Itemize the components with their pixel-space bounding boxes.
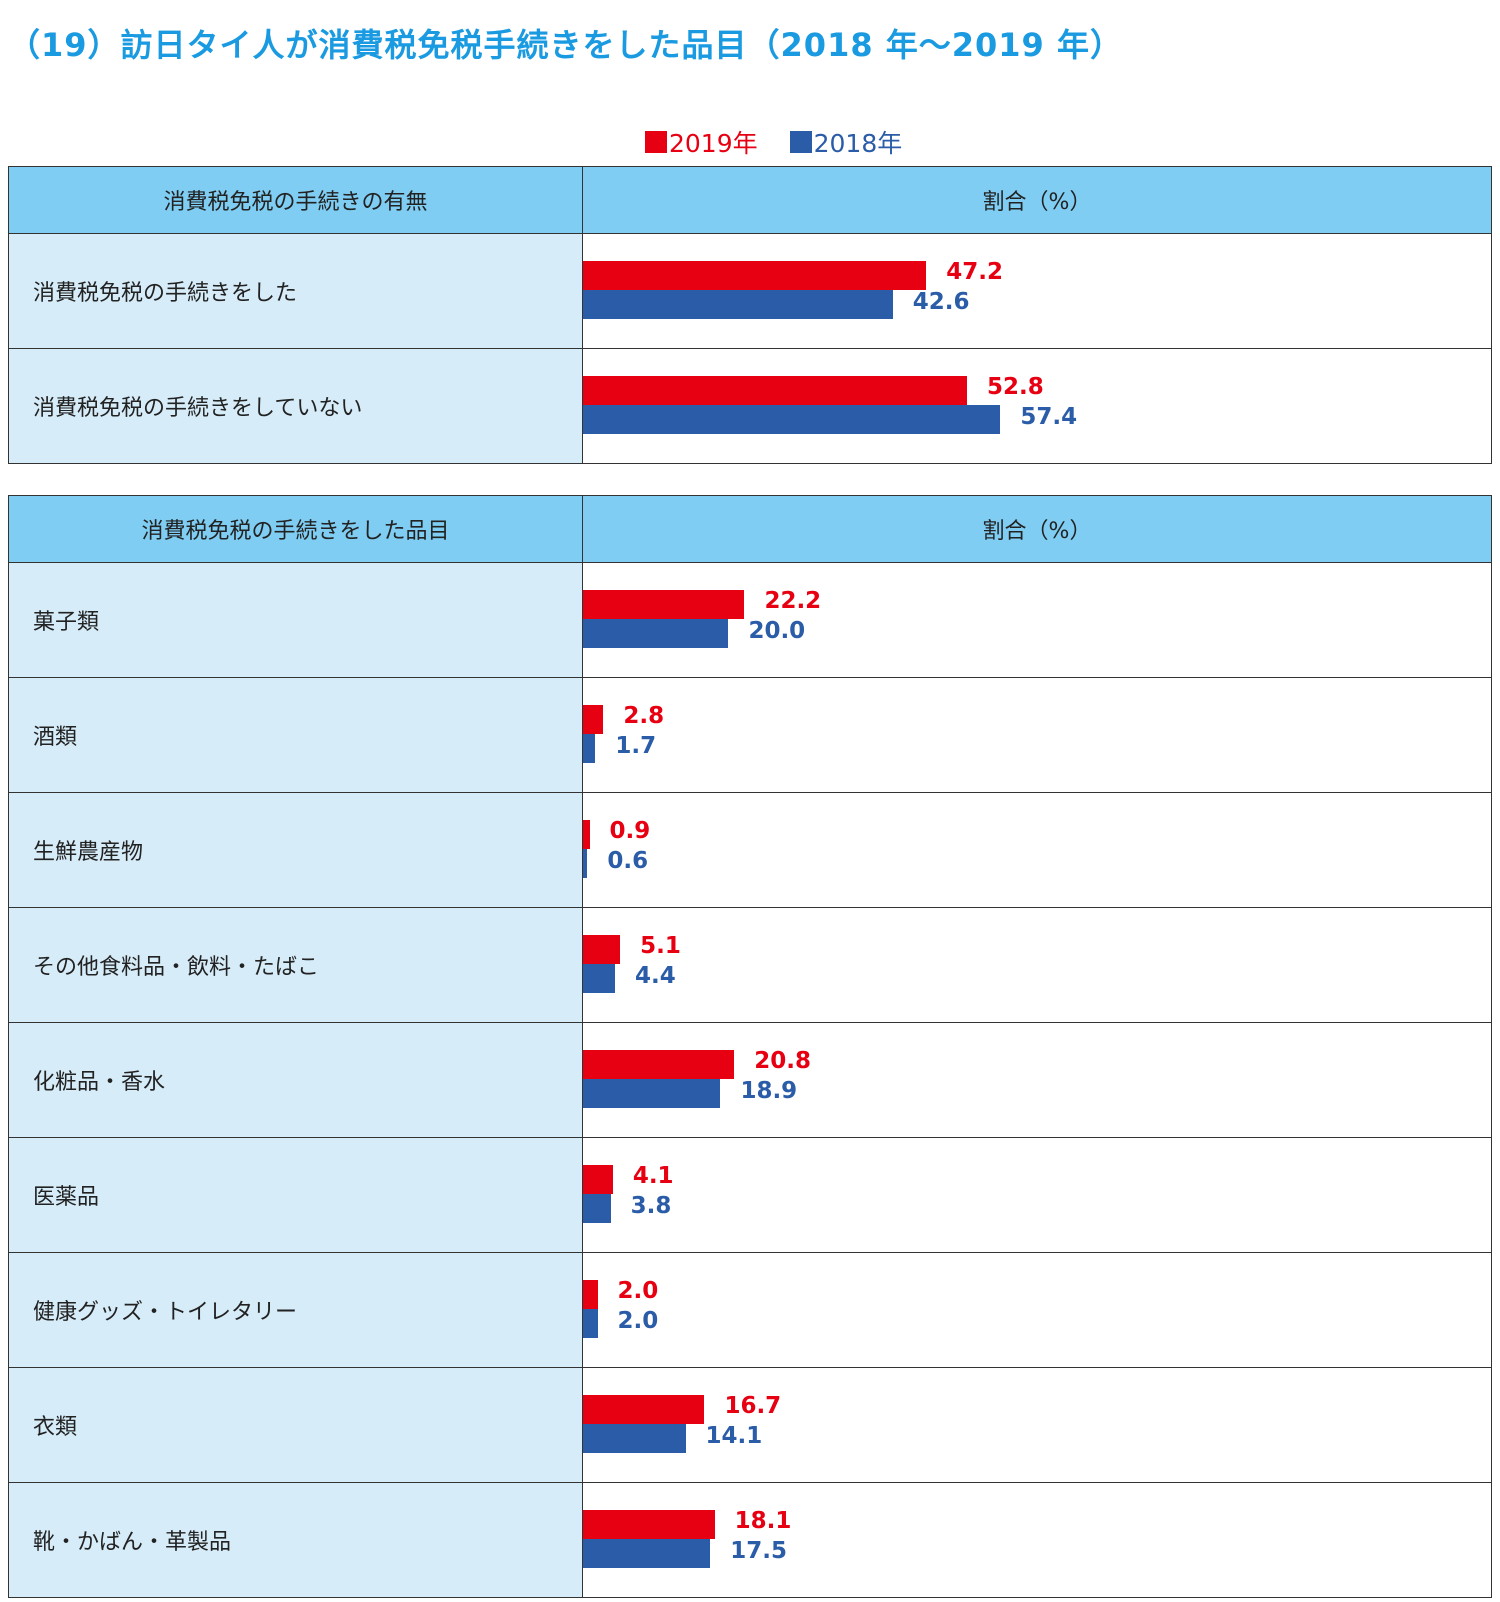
- table-header: 消費税免税の手続きをした品目 割合（%）: [9, 496, 1491, 562]
- table-row: 化粧品・香水 20.8 18.9: [9, 1022, 1491, 1137]
- header-right: 割合（%）: [583, 496, 1491, 562]
- data-label-2018年: 14.1: [705, 1423, 763, 1449]
- bar-2019年: [583, 705, 604, 734]
- data-label-2019年: 47.2: [946, 259, 1003, 285]
- bar-2018年: [583, 1079, 721, 1108]
- bar-2018年: [583, 734, 596, 763]
- bar-2019年: [583, 1395, 705, 1424]
- bar-cell: 20.8 18.9: [583, 1023, 1491, 1137]
- legend: 2019年 2018年: [645, 124, 934, 160]
- legend-swatch-2018: [789, 131, 812, 153]
- data-label-2018年: 1.7: [615, 733, 657, 759]
- table-row: 健康グッズ・トイレタリー 2.0 2.0: [9, 1252, 1491, 1367]
- legend-label-2018: 2018年: [813, 129, 903, 158]
- bar-2019年: [583, 376, 967, 405]
- data-label-2018年: 18.9: [740, 1078, 798, 1104]
- category-label: 酒類: [9, 678, 583, 792]
- header-left: 消費税免税の手続きをした品目: [9, 496, 583, 562]
- bar-2019年: [583, 1050, 735, 1079]
- data-label-2018年: 4.4: [634, 963, 676, 989]
- data-label-2018年: 0.6: [607, 848, 649, 874]
- category-label: 生鮮農産物: [9, 793, 583, 907]
- bar-2019年: [583, 820, 590, 849]
- data-label-2019年: 16.7: [724, 1393, 782, 1419]
- data-label-2018年: 57.4: [1020, 404, 1078, 430]
- bar-cell: 18.1 17.5: [583, 1483, 1491, 1597]
- category-label: 医薬品: [9, 1138, 583, 1252]
- bar-2019年: [583, 1280, 598, 1309]
- bar-cell: 4.1 3.8: [583, 1138, 1491, 1252]
- header-left: 消費税免税の手続きの有無: [9, 167, 583, 233]
- data-label-2019年: 4.1: [632, 1163, 674, 1189]
- bar-2019年: [583, 935, 621, 964]
- bar-2019年: [583, 1510, 715, 1539]
- table-row: その他食料品・飲料・たばこ 5.1 4.4: [9, 907, 1491, 1022]
- data-label-2018年: 20.0: [748, 618, 806, 644]
- data-label-2018年: 2.0: [617, 1308, 659, 1334]
- bar-cell: 22.2 20.0: [583, 563, 1491, 677]
- header-right: 割合（%）: [583, 167, 1491, 233]
- bar-2018年: [583, 1194, 611, 1223]
- category-label: その他食料品・飲料・たばこ: [9, 908, 583, 1022]
- legend-label-2019: 2019年: [669, 129, 758, 158]
- bar-2018年: [583, 1539, 711, 1568]
- data-label-2018年: 17.5: [730, 1538, 787, 1564]
- bar-cell: 2.0 2.0: [583, 1253, 1491, 1367]
- table-row: 酒類 2.8 1.7: [9, 677, 1491, 792]
- bar-2019年: [583, 590, 745, 619]
- page-title: （19）訪日タイ人が消費税免税手続きをした品目（2018 年～2019 年）: [8, 26, 1123, 64]
- table-tax-procedure: 消費税免税の手続きの有無 割合（%） 消費税免税の手続きをした 47.2 42.6 消…: [8, 166, 1492, 464]
- table-header: 消費税免税の手続きの有無 割合（%）: [9, 167, 1491, 233]
- data-label-2019年: 52.8: [986, 374, 1044, 400]
- bar-cell: 2.8 1.7: [583, 678, 1491, 792]
- bar-2018年: [583, 405, 1001, 434]
- bar-2018年: [583, 290, 893, 319]
- data-label-2018年: 3.8: [630, 1193, 672, 1219]
- table-row: 消費税免税の手続きをした 47.2 42.6: [9, 233, 1491, 348]
- table-row: 消費税免税の手続きをしていない 52.8 57.4: [9, 348, 1491, 463]
- category-label: 健康グッズ・トイレタリー: [9, 1253, 583, 1367]
- bar-cell: 5.1 4.4: [583, 908, 1491, 1022]
- category-label: 衣類: [9, 1368, 583, 1482]
- bar-2018年: [583, 1424, 686, 1453]
- category-label: 消費税免税の手続きをしていない: [9, 349, 583, 463]
- data-label-2019年: 22.2: [764, 588, 822, 614]
- bar-2018年: [583, 964, 615, 993]
- data-label-2018年: 42.6: [912, 289, 970, 315]
- table-row: 生鮮農産物 0.9 0.6: [9, 792, 1491, 907]
- bar-2019年: [583, 261, 927, 290]
- bar-2018年: [583, 619, 729, 648]
- data-label-2019年: 20.8: [754, 1048, 811, 1074]
- category-label: 靴・かばん・革製品: [9, 1483, 583, 1597]
- legend-swatch-2019: [645, 131, 667, 153]
- category-label: 消費税免税の手続きをした: [9, 234, 583, 348]
- table-row: 医薬品 4.1 3.8: [9, 1137, 1491, 1252]
- legend-item-2018: 2018年: [789, 124, 903, 160]
- table-row: 衣類 16.7 14.1: [9, 1367, 1491, 1482]
- bar-cell: 16.7 14.1: [583, 1368, 1491, 1482]
- data-label-2019年: 0.9: [609, 818, 651, 844]
- table-row: 靴・かばん・革製品 18.1 17.5: [9, 1482, 1491, 1597]
- table-row: 菓子類 22.2 20.0: [9, 562, 1491, 677]
- bar-2019年: [583, 1165, 613, 1194]
- table-tax-items: 消費税免税の手続きをした品目 割合（%） 菓子類 22.2 20.0 酒類 2.8 1.7…: [8, 495, 1492, 1598]
- data-label-2019年: 18.1: [734, 1508, 792, 1534]
- data-label-2019年: 5.1: [640, 933, 681, 959]
- bar-2018年: [583, 849, 588, 878]
- data-label-2019年: 2.8: [623, 703, 665, 729]
- category-label: 化粧品・香水: [9, 1023, 583, 1137]
- bar-cell: 0.9 0.6: [583, 793, 1491, 907]
- category-label: 菓子類: [9, 563, 583, 677]
- data-label-2019年: 2.0: [617, 1278, 659, 1304]
- bar-cell: 47.2 42.6: [583, 234, 1491, 348]
- bar-cell: 52.8 57.4: [583, 349, 1491, 463]
- bar-2018年: [583, 1309, 598, 1338]
- legend-item-2019: 2019年: [645, 124, 758, 160]
